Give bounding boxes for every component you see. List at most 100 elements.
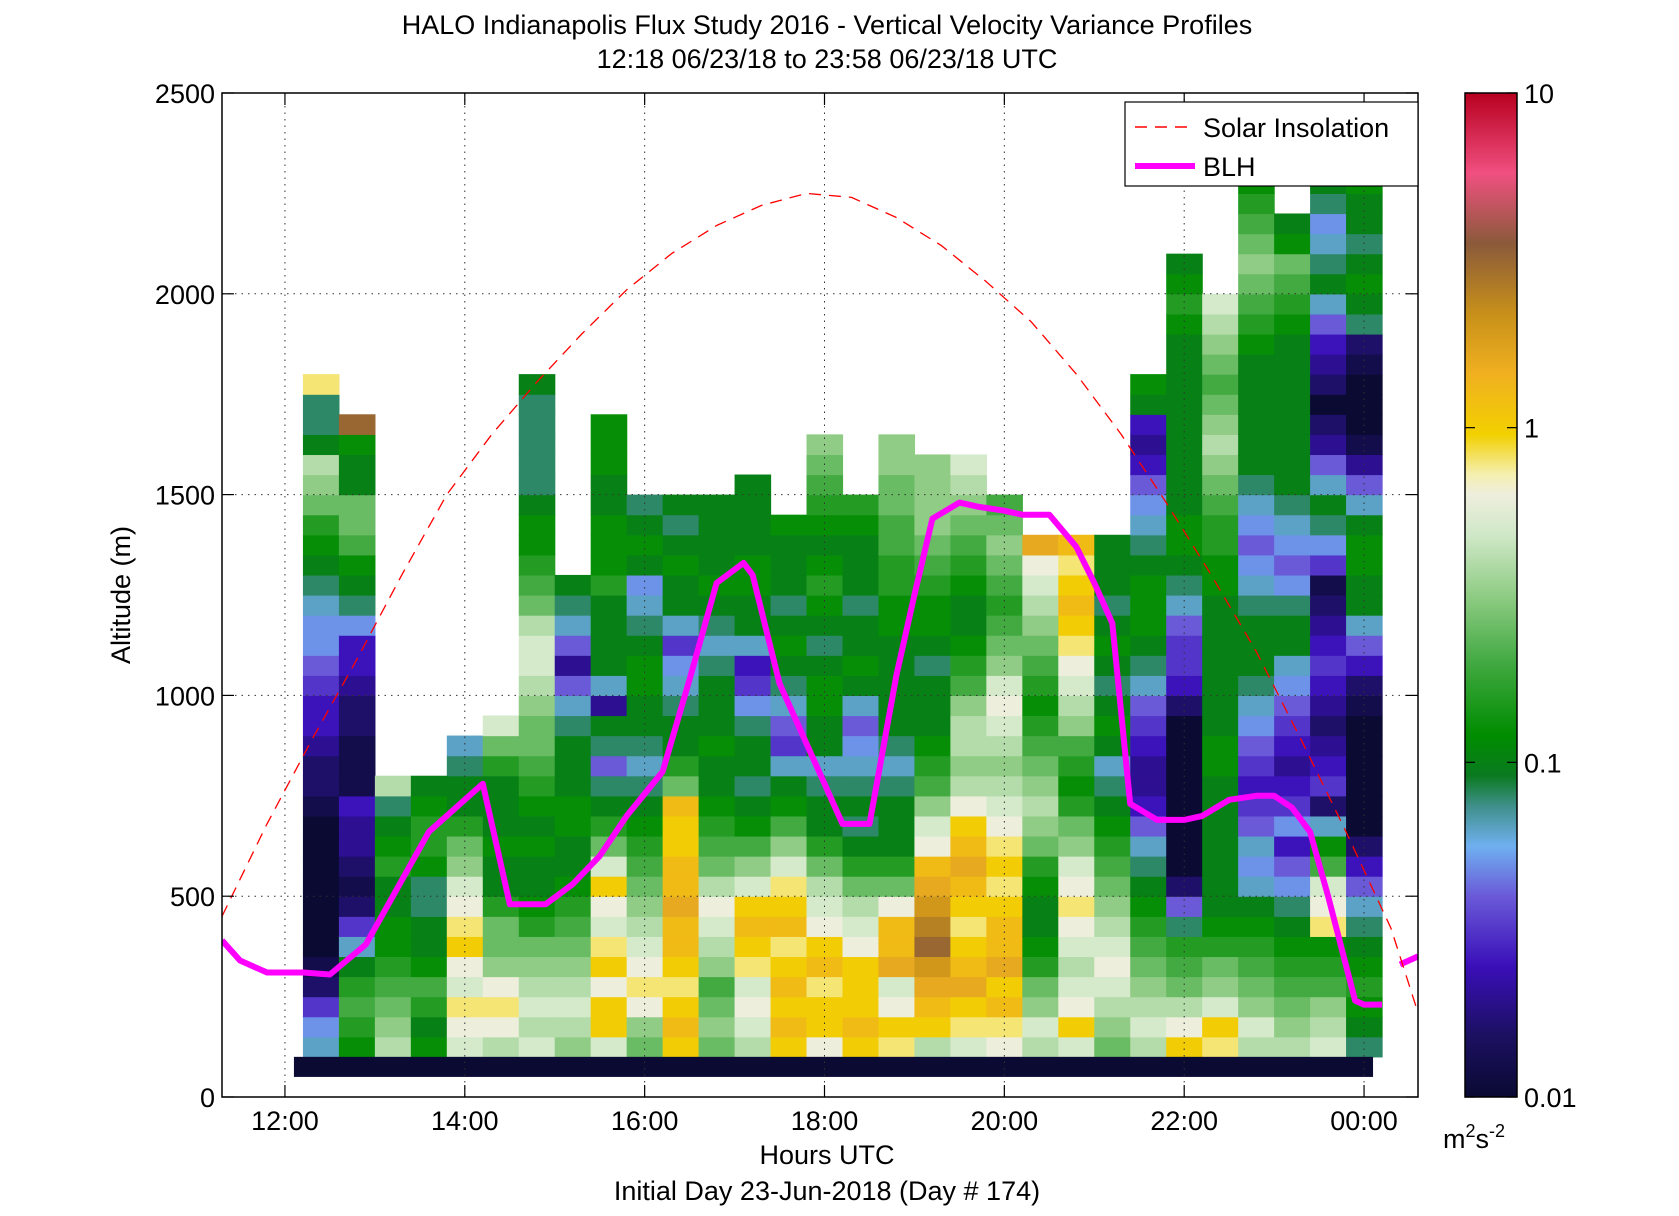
heatmap-cell: [1310, 695, 1347, 717]
heatmap-cell: [950, 675, 987, 696]
heatmap-cell: [1130, 635, 1167, 656]
series-lines: [222, 192, 1418, 1013]
heatmap-cell: [1166, 374, 1203, 395]
heatmap-cell: [590, 615, 628, 636]
heatmap-cell: [914, 635, 951, 656]
heatmap-cell: [986, 835, 1023, 857]
heatmap-cell: [626, 514, 664, 536]
heatmap-cell: [1346, 936, 1383, 958]
heatmap-cell: [842, 554, 880, 576]
heatmap-cell: [1274, 474, 1311, 496]
heatmap-cell: [410, 856, 448, 877]
heatmap-cell: [1202, 996, 1239, 1018]
heatmap-cell: [1058, 655, 1095, 676]
heatmap-cell: [1022, 655, 1059, 676]
heatmap-cell: [410, 996, 448, 1018]
heatmap-cell: [1094, 755, 1131, 777]
heatmap-cell: [878, 514, 916, 536]
heatmap-cell: [1202, 534, 1239, 556]
heatmap-cell: [1094, 534, 1131, 556]
heatmap-cell: [1274, 595, 1311, 616]
heatmap-cell: [338, 434, 376, 456]
heatmap-cell: [590, 1036, 628, 1058]
heatmap-cell: [698, 695, 736, 717]
heatmap-cell: [1022, 1036, 1059, 1058]
legend-box: [1124, 101, 1419, 187]
heatmap-cell: [1238, 333, 1275, 355]
heatmap-cell: [626, 595, 664, 616]
heatmap-cell: [1022, 956, 1059, 978]
y-tick-label: 500: [170, 882, 215, 912]
heatmap-cell: [1310, 976, 1347, 998]
heatmap-cell: [914, 735, 951, 757]
heatmap-cell: [1166, 514, 1203, 536]
heatmap-cell: [554, 976, 592, 998]
heatmap-cell: [1166, 253, 1203, 275]
heatmap-cell: [770, 635, 808, 656]
heatmap-cell: [698, 856, 736, 877]
heatmap-cell: [518, 554, 556, 576]
heatmap-cell: [1310, 253, 1347, 275]
heatmap-cell: [1058, 956, 1095, 978]
heatmap-cell: [338, 615, 376, 636]
heatmap-cell: [590, 1016, 628, 1038]
heatmap-cell: [1202, 695, 1239, 717]
heatmap-cell: [626, 735, 664, 757]
heatmap-cell: [842, 896, 880, 917]
heatmap-cell: [338, 574, 376, 596]
heatmap-cell: [842, 615, 880, 636]
heatmap-cell: [734, 815, 772, 837]
heatmap-cell: [770, 896, 808, 917]
x-tick-label: 20:00: [971, 1106, 1039, 1136]
heatmap-cell: [518, 675, 556, 696]
heatmap-cell: [302, 936, 340, 958]
heatmap-cell: [878, 494, 916, 516]
heatmap-cell: [410, 1036, 448, 1058]
heatmap-cell: [302, 916, 340, 937]
heatmap-cell: [1022, 635, 1059, 656]
heatmap-cell: [1238, 695, 1275, 717]
heatmap-cell: [302, 775, 340, 797]
heatmap-cell: [698, 835, 736, 857]
heatmap-cell: [1346, 494, 1383, 516]
heatmap-cell: [1310, 434, 1347, 456]
heatmap-cell: [1130, 595, 1167, 616]
heatmap-cell: [338, 675, 376, 696]
heatmap-cell: [1310, 474, 1347, 496]
heatmap-cell: [734, 675, 772, 696]
heatmap-cell: [950, 534, 987, 556]
heatmap-cell: [1346, 715, 1383, 737]
heatmap-cell: [1238, 916, 1275, 937]
heatmap-cell: [590, 474, 628, 496]
heatmap-cell: [1058, 856, 1095, 877]
heatmap-cell: [626, 1036, 664, 1058]
heatmap-cell: [1346, 695, 1383, 717]
heatmap-cell: [1094, 856, 1131, 877]
heatmap-cell: [878, 835, 916, 857]
heatmap-cell: [806, 715, 844, 737]
heatmap-cell: [302, 474, 340, 496]
heatmap-cell: [950, 956, 987, 978]
heatmap-cell: [1202, 655, 1239, 676]
heatmap-cell: [1238, 835, 1275, 857]
heatmap-cell: [950, 996, 987, 1018]
heatmap-cell: [446, 1036, 484, 1058]
heatmap-cell: [1274, 354, 1311, 375]
heatmap-cell: [1310, 675, 1347, 696]
heatmap-cell: [1022, 876, 1059, 897]
heatmap-cell: [1058, 595, 1095, 616]
heatmap-cell: [734, 956, 772, 978]
heatmap-cell: [770, 795, 808, 817]
heatmap-cell: [1274, 313, 1311, 335]
heatmap-cell: [590, 956, 628, 978]
heatmap-cell: [986, 735, 1023, 757]
heatmap-cell: [1310, 233, 1347, 255]
heatmap-cell: [986, 595, 1023, 616]
heatmap-cell: [1346, 474, 1383, 496]
heatmap-cell: [518, 735, 556, 757]
heatmap-cell: [1274, 835, 1311, 857]
heatmap-cell: [1130, 956, 1167, 978]
heatmap-cell: [1166, 534, 1203, 556]
heatmap-cell: [1346, 595, 1383, 616]
heatmap-cell: [1274, 876, 1311, 897]
